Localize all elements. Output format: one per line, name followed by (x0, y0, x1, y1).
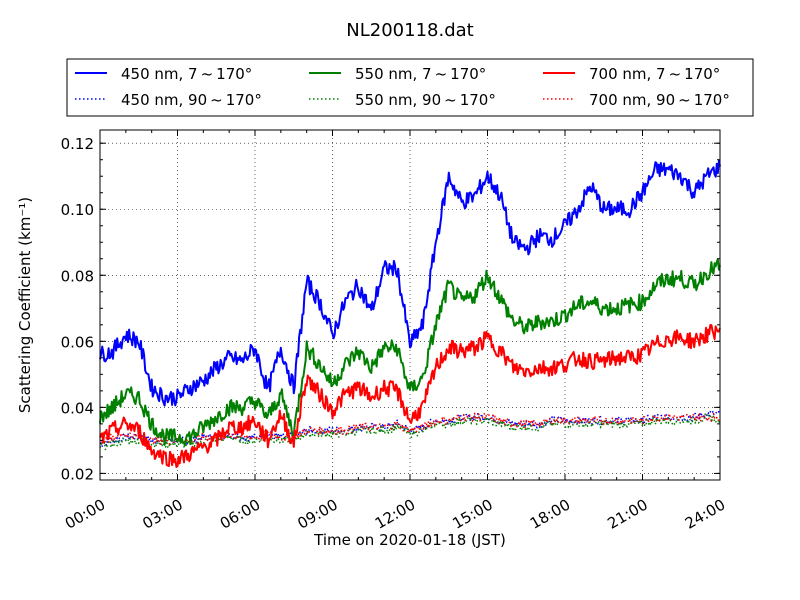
x-axis-label: Time on 2020-01-18 (JST) (313, 531, 506, 549)
series-line (99, 159, 721, 407)
x-tick-label: 06:00 (217, 496, 263, 533)
x-tick-label: 24:00 (682, 496, 728, 533)
legend-label: 700 nm, 7 ~ 170° (589, 65, 720, 83)
x-tick-label: 21:00 (604, 496, 650, 533)
series-layer (99, 159, 721, 468)
legend-label: 550 nm, 90 ~ 170° (355, 91, 496, 109)
series-line (99, 258, 721, 447)
y-tick-label: 0.12 (61, 135, 94, 153)
x-tick-label: 12:00 (372, 496, 418, 533)
series-line (99, 412, 721, 451)
y-tick-label: 0.08 (61, 267, 94, 285)
series-line (99, 409, 721, 447)
series-line (99, 324, 721, 468)
legend-box (66, 58, 754, 117)
legend-label: 450 nm, 7 ~ 170° (121, 65, 252, 83)
legend-label: 450 nm, 90 ~ 170° (121, 91, 262, 109)
x-axis: 00:00 03:00 06:00 09:00 12:00 15:00 18:00 21:00… (62, 130, 728, 533)
x-tick-label: 00:00 (62, 496, 108, 533)
y-axis-label: Scattering Coefficient (km⁻¹) (16, 197, 34, 413)
series-line (99, 412, 721, 446)
y-tick-label: 0.04 (61, 399, 94, 417)
y-tick-label: 0.10 (61, 201, 94, 219)
y-axis: 0.02 0.04 0.06 0.08 0.10 0.12 (61, 135, 720, 483)
x-tick-label: 09:00 (294, 496, 340, 533)
x-tick-label: 15:00 (449, 496, 495, 533)
y-tick-label: 0.02 (61, 465, 94, 483)
chart-title: NL200118.dat (346, 20, 473, 41)
x-tick-label: 18:00 (527, 496, 573, 533)
legend: 450 nm, 7 ~ 170° 450 nm, 90 ~ 170° 550 nm,… (66, 58, 754, 117)
x-tick-label: 03:00 (139, 496, 185, 533)
legend-label: 550 nm, 7 ~ 170° (355, 65, 486, 83)
legend-label: 700 nm, 90 ~ 170° (589, 91, 730, 109)
y-tick-label: 0.06 (61, 333, 94, 351)
